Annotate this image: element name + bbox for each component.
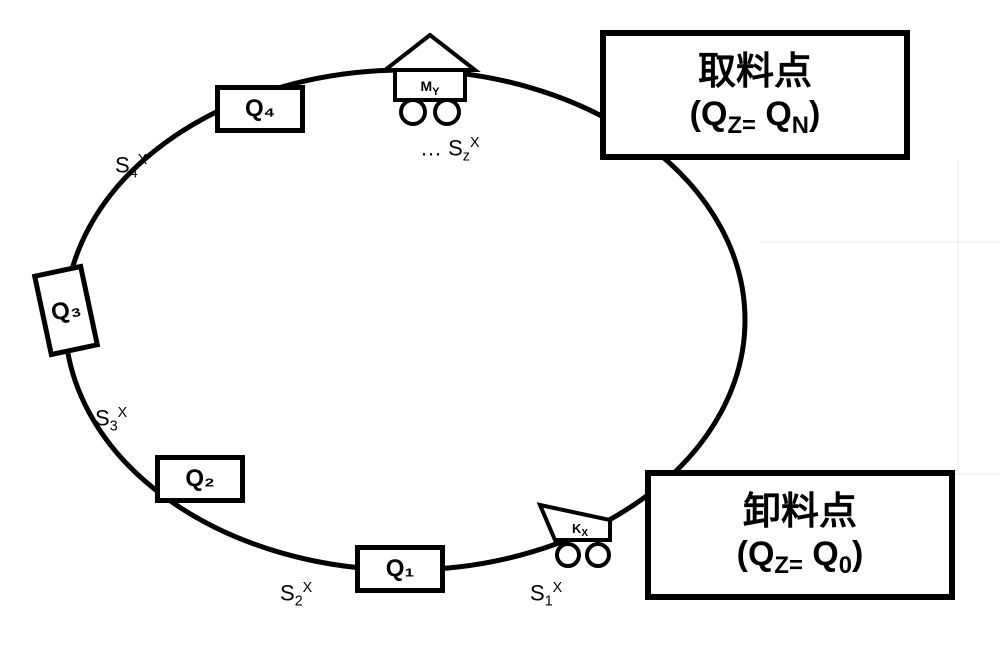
- cart-k-icon: KX: [530, 495, 640, 575]
- dump-sub-z: Z=: [774, 552, 802, 579]
- s4-pre: S: [115, 152, 130, 177]
- node-q2: Q₂: [155, 455, 245, 503]
- s2-sup: X: [303, 580, 313, 596]
- pickup-sub-post: Q: [756, 95, 792, 133]
- s4-sub: 4: [130, 166, 138, 182]
- sz-sub: z: [463, 149, 470, 165]
- pickup-sub: (QZ= QN): [690, 95, 821, 139]
- node-q2-label: Q₂: [185, 465, 214, 493]
- sz-sup: X: [470, 135, 480, 151]
- pickup-sub-close: ): [809, 95, 820, 133]
- dump-sub: (QZ= Q0): [737, 535, 864, 579]
- s2-sub: 2: [295, 594, 303, 610]
- node-q3-label: Q₃: [49, 294, 84, 328]
- cart-k-label-sub: X: [581, 528, 588, 539]
- sz-pre: … S: [420, 135, 463, 160]
- s1-sup: X: [553, 580, 563, 596]
- dump-sub-close: ): [852, 535, 863, 573]
- s4-sup: X: [138, 152, 148, 168]
- dump-title: 卸料点: [743, 491, 857, 535]
- node-q1: Q₁: [355, 545, 445, 593]
- pickup-sub-z: Z=: [727, 112, 755, 139]
- edge-label-s1: S1X: [530, 580, 562, 610]
- node-q4: Q₄: [215, 85, 305, 133]
- dump-station: 卸料点 (QZ= Q0): [645, 470, 955, 600]
- s1-pre: S: [530, 580, 545, 605]
- s3-pre: S: [95, 405, 110, 430]
- cart-m-label-pre: M: [420, 78, 432, 94]
- pickup-station: 取料点 (QZ= QN): [600, 30, 910, 160]
- pickup-sub-pre: (Q: [690, 95, 728, 133]
- node-q1-label: Q₁: [386, 555, 415, 583]
- dump-sub-n: 0: [839, 552, 852, 579]
- pickup-sub-n: N: [792, 112, 809, 139]
- dump-sub-post: Q: [803, 535, 839, 573]
- node-q4-label: Q₄: [245, 95, 275, 123]
- s1-sub: 1: [545, 594, 553, 610]
- edge-label-sz: … SzX: [420, 135, 480, 165]
- s2-pre: S: [280, 580, 295, 605]
- pickup-title: 取料点: [698, 51, 812, 95]
- cart-m-label-sub: Y: [432, 86, 440, 98]
- dump-sub-pre: (Q: [737, 535, 775, 573]
- edge-label-s4: S4X: [115, 152, 147, 182]
- cart-m-icon: MY: [370, 30, 490, 130]
- s3-sub: 3: [110, 419, 118, 435]
- edge-label-s2: S2X: [280, 580, 312, 610]
- edge-label-s3: S3X: [95, 405, 127, 435]
- s3-sup: X: [118, 405, 128, 421]
